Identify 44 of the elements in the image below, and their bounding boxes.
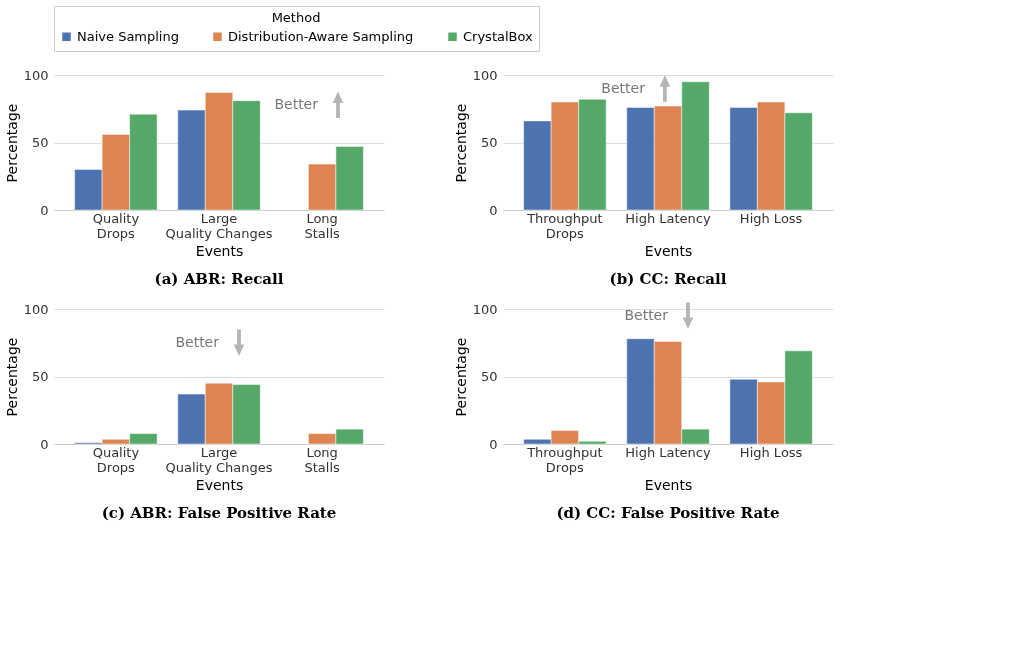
y-tick-label: 0 — [489, 202, 498, 218]
text: (c) ABR: False Positive Rate — [101, 504, 337, 522]
x-tick-label: Quality Drops — [92, 210, 140, 241]
y-tick-label: 50 — [480, 135, 498, 150]
x-tick-label: Quality Drops — [92, 444, 140, 475]
annotation: Better — [175, 333, 220, 350]
y-axis-title: Percentage — [3, 103, 20, 183]
y-axis-title: Percentage — [452, 337, 469, 417]
legend-label: Distribution-Aware Sampling — [228, 28, 414, 44]
y-tick-label: 0 — [40, 202, 49, 218]
x-tick-label: Long Stalls — [304, 210, 341, 241]
y-tick-label: 0 — [489, 436, 498, 452]
legend-label: Naive Sampling — [77, 28, 179, 44]
y-tick-label: 100 — [472, 301, 498, 317]
y-axis-title: Percentage — [3, 337, 20, 417]
x-tick-label: High Latency — [625, 444, 711, 460]
x-tick-label: High Latency — [625, 210, 711, 226]
x-tick-label: Throughput Drops — [526, 444, 603, 475]
x-axis-title: Events — [195, 476, 244, 493]
annotation: Better — [624, 306, 669, 323]
y-tick-label: 100 — [472, 67, 498, 83]
legend-title: Method — [271, 10, 321, 25]
x-tick-label: Long Stalls — [304, 444, 341, 475]
annotation: Better — [601, 79, 646, 96]
y-axis-title: Percentage — [452, 103, 469, 183]
x-tick-label: High Loss — [739, 210, 803, 226]
annotation: Better — [274, 95, 319, 112]
text: (b) CC: Recall — [609, 270, 727, 288]
y-tick-label: 50 — [480, 369, 498, 384]
x-axis-title: Events — [644, 476, 693, 493]
x-tick-label: Large Quality Changes — [165, 210, 273, 241]
legend-label: CrystalBox — [463, 28, 534, 44]
y-tick-label: 50 — [31, 135, 49, 150]
x-tick-label: Large Quality Changes — [165, 444, 273, 475]
text: (a) ABR: Recall — [154, 270, 284, 288]
text: (d) CC: False Positive Rate — [556, 504, 780, 522]
x-tick-label: Throughput Drops — [526, 210, 603, 241]
x-axis-title: Events — [195, 242, 244, 259]
y-tick-label: 100 — [23, 67, 49, 83]
x-axis-title: Events — [644, 242, 693, 259]
y-tick-label: 0 — [40, 436, 49, 452]
y-tick-label: 100 — [23, 301, 49, 317]
y-tick-label: 50 — [31, 369, 49, 384]
x-tick-label: High Loss — [739, 444, 803, 460]
